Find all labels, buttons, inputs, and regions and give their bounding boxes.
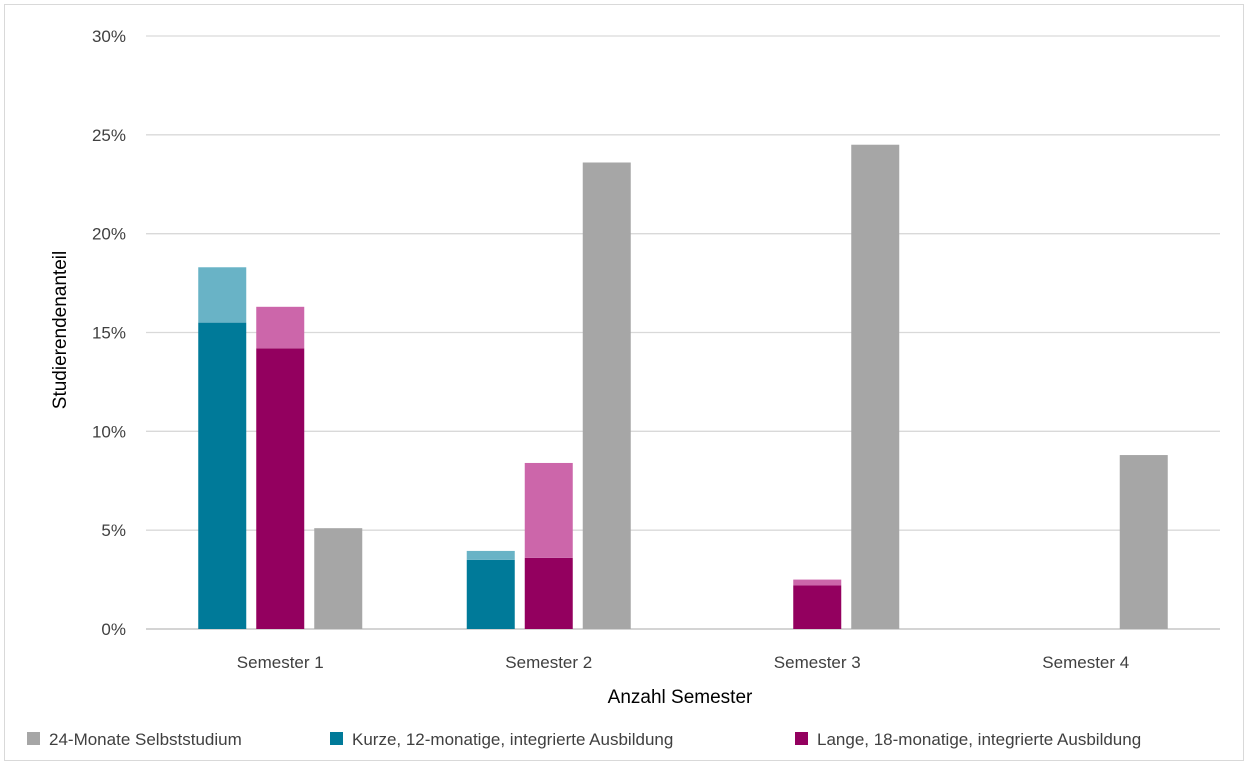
x-tick-label: Semester 3: [774, 653, 861, 672]
x-tick-label: Semester 1: [237, 653, 324, 672]
y-axis-ticks: 0% 5% 10% 15% 20% 25% 30%: [92, 27, 126, 639]
legend-label: Kurze, 12-monatige, integrierte Ausbildu…: [352, 730, 673, 749]
bar-1-2-base: [793, 585, 842, 629]
y-tick-label: 5%: [101, 521, 126, 540]
x-tick-label: Semester 4: [1042, 653, 1129, 672]
x-tick-label: Semester 2: [505, 653, 592, 672]
y-tick-label: 10%: [92, 422, 126, 441]
y-axis-title: Studierendenanteil: [50, 251, 71, 409]
legend-label: 24-Monate Selbststudium: [49, 730, 242, 749]
bar-2-0-base: [314, 528, 363, 629]
y-tick-label: 20%: [92, 225, 126, 244]
legend: 24-Monate Selbststudium Kurze, 12-monatig…: [27, 730, 1141, 749]
y-tick-label: 30%: [92, 27, 126, 46]
bar-2-3-base: [1119, 455, 1168, 629]
y-tick-label: 25%: [92, 126, 126, 145]
bar-2-1-base: [582, 162, 631, 630]
legend-swatch: [795, 732, 808, 745]
x-axis-ticks: Semester 1 Semester 2 Semester 3 Semester 4: [237, 653, 1129, 672]
legend-label: Lange, 18-monatige, integrierte Ausbildu…: [817, 730, 1141, 749]
y-tick-label: 0%: [101, 620, 126, 639]
bar-1-1-extra: [524, 462, 573, 558]
bar-1-2-extra: [793, 579, 842, 586]
bars: [198, 144, 1168, 630]
y-tick-label: 15%: [92, 324, 126, 343]
bar-0-1-base: [466, 559, 515, 629]
bar-1-1-base: [524, 557, 573, 629]
bar-1-0-extra: [256, 306, 305, 349]
gridlines: [146, 35, 1220, 630]
legend-swatch: [330, 732, 343, 745]
bar-0-0-extra: [198, 267, 247, 323]
x-axis-title: Anzahl Semester: [608, 687, 753, 708]
bar-2-2-base: [851, 144, 900, 629]
bar-1-0-base: [256, 348, 305, 629]
bar-0-0-base: [198, 322, 247, 629]
bar-0-1-extra: [466, 550, 515, 560]
legend-swatch: [27, 732, 40, 745]
